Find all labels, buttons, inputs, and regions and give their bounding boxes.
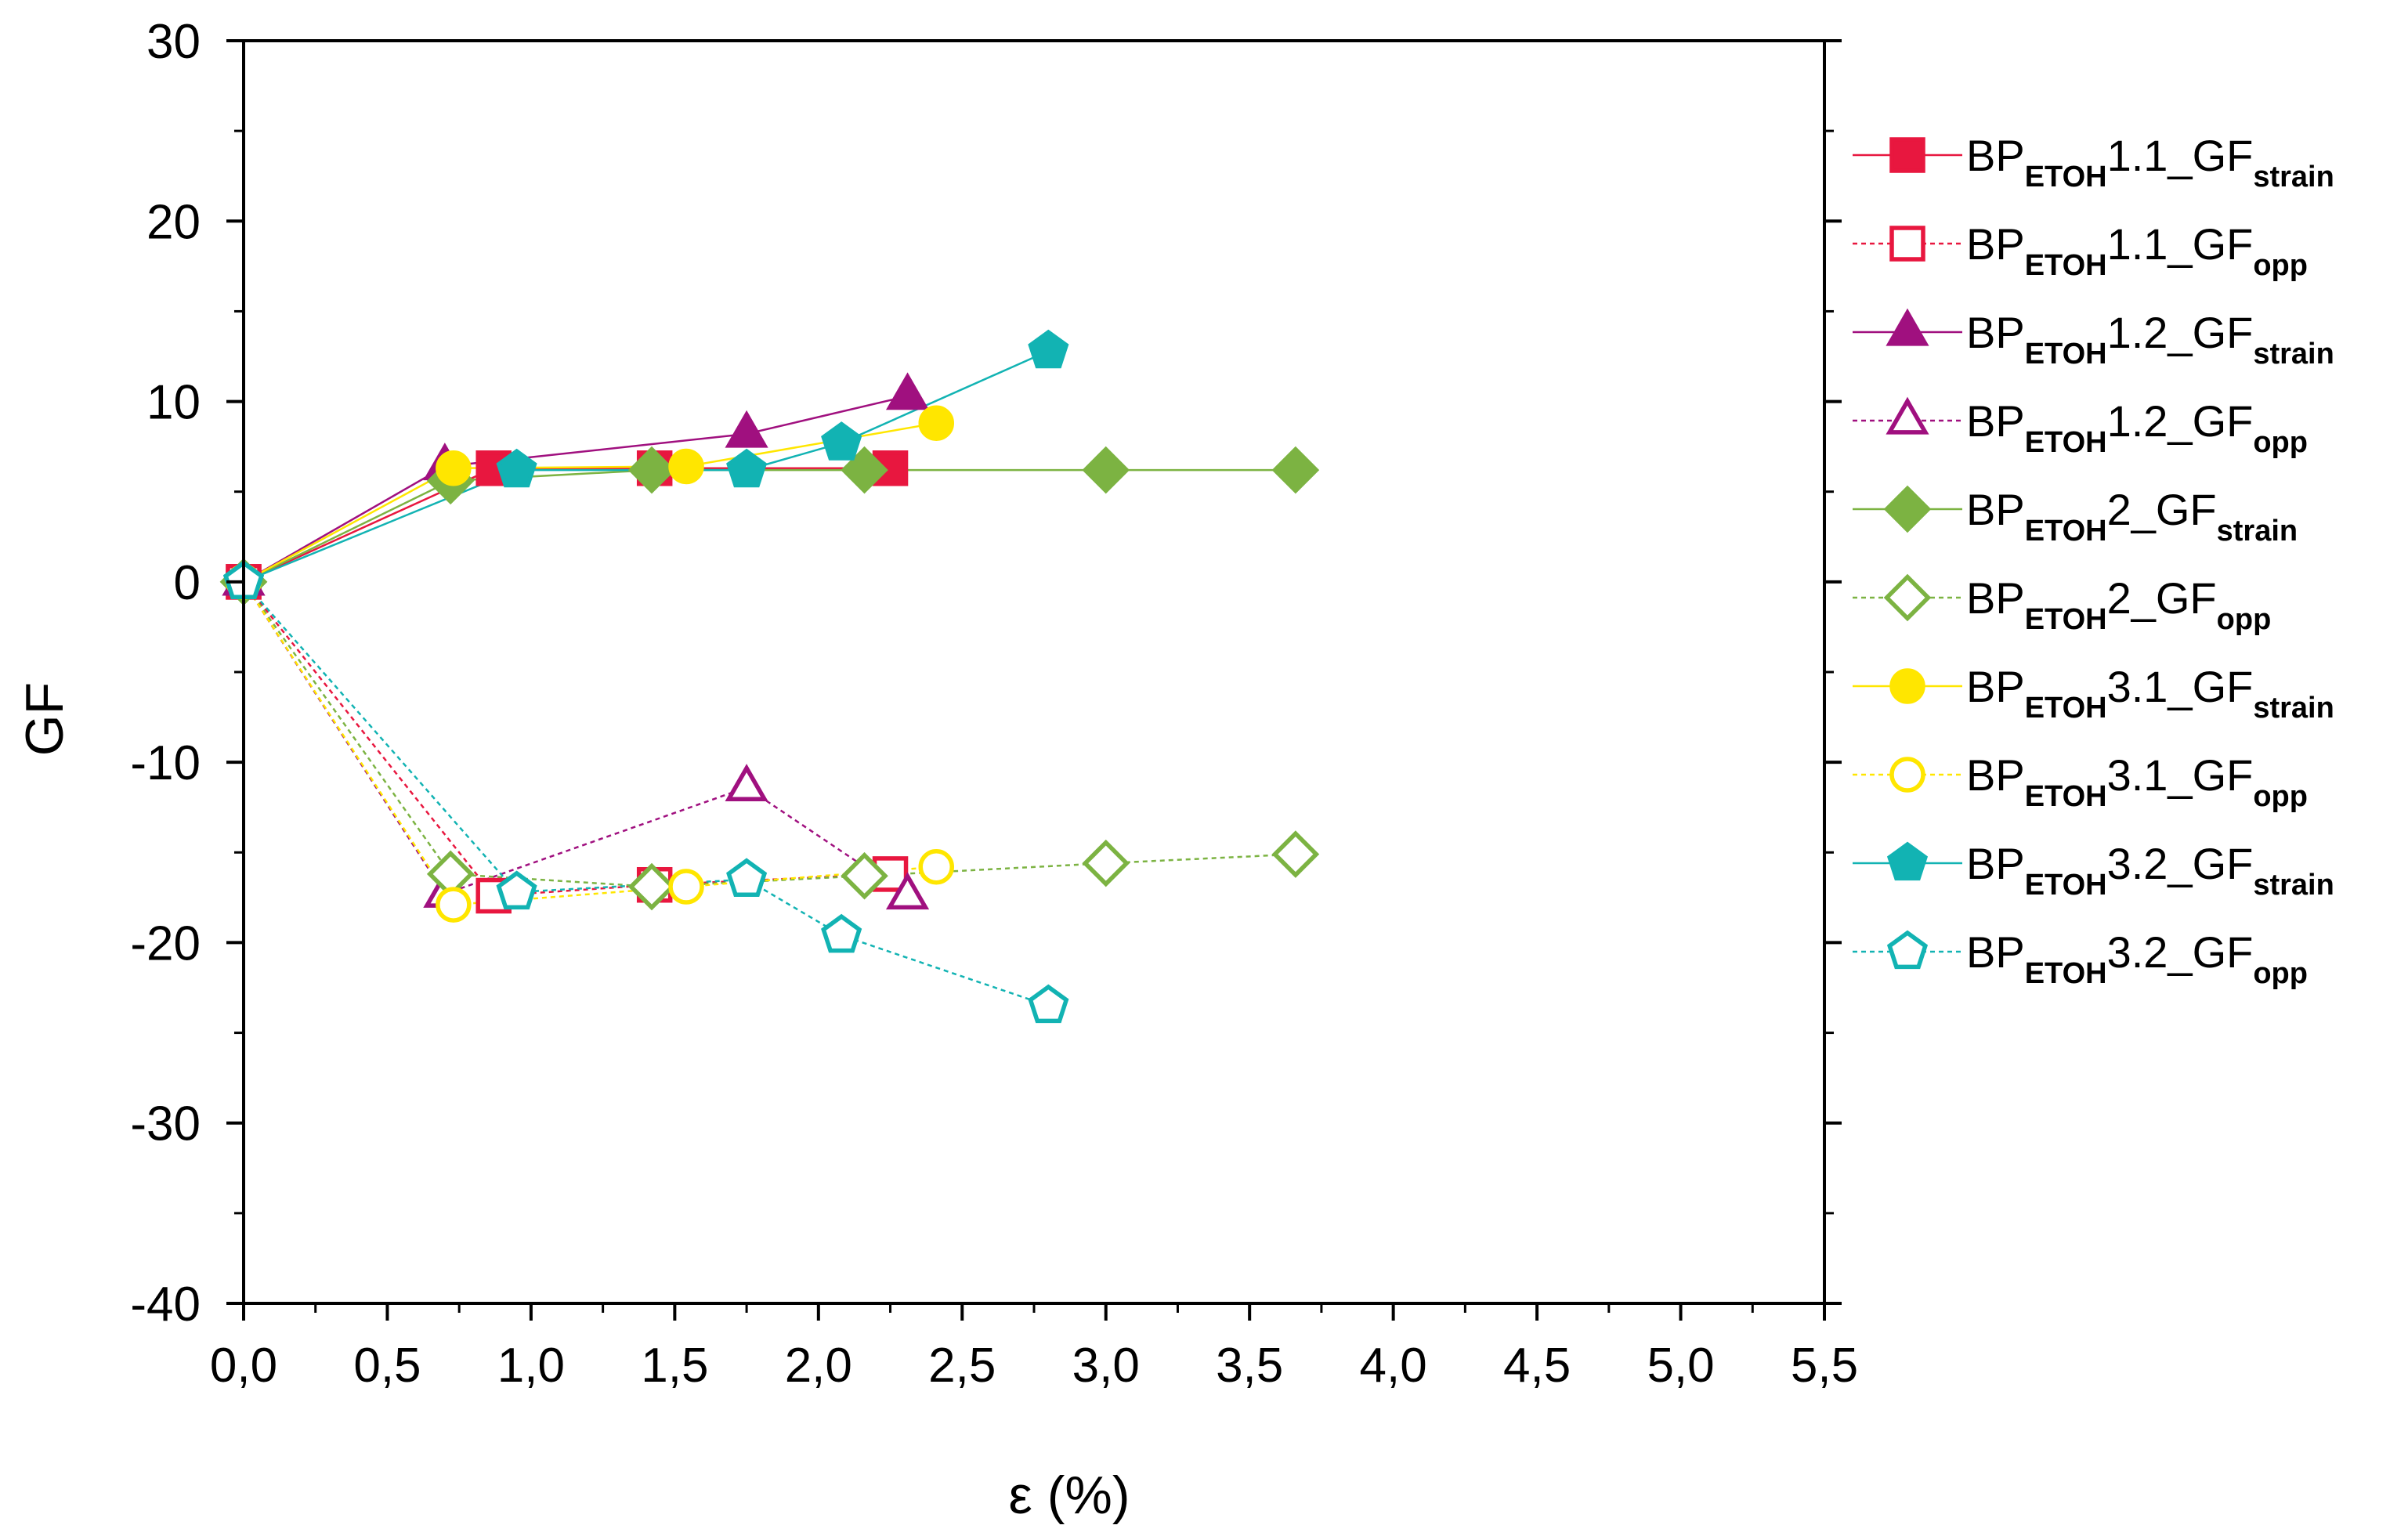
series-line-bp-etoh1-2-gf-strain (243, 395, 908, 583)
data-point-bp-etoh2-gf-strain-4 (1082, 446, 1130, 494)
data-point-bp-etoh2-gf-opp-4 (1082, 839, 1130, 887)
legend-label: BPETOH3.1_GFstrain (1966, 662, 2334, 725)
x-tick-label: 1,5 (641, 1339, 708, 1393)
x-tick-label: 4,5 (1503, 1339, 1571, 1393)
x-tick-label: 0,5 (353, 1339, 421, 1393)
series-line-bp-etoh3-1-gf-opp (242, 581, 937, 906)
data-point-bp-etoh1-2-gf-strain-2 (725, 410, 768, 448)
legend-label: BPETOH3.2_GFstrain (1966, 839, 2334, 902)
legend-label: BPETOH3.2_GFopp (1966, 927, 2308, 990)
data-point-bp-etoh2-gf-opp-2 (627, 862, 676, 911)
x-tick-label: 0,0 (210, 1339, 277, 1393)
data-point-bp-etoh3-2-gf-strain-4 (1028, 329, 1069, 369)
legend-item-bp-etoh3-2-gf-strain: BPETOH3.2_GFstrain (1853, 839, 2334, 902)
y-axis-title: GF (15, 682, 74, 756)
legend-marker (1889, 668, 1925, 704)
data-point-bp-etoh3-1-gf-strain-1 (436, 450, 472, 486)
data-point-bp-etoh3-1-gf-strain-2 (668, 448, 704, 485)
data-point-bp-etoh3-2-gf-opp-4 (1028, 984, 1069, 1024)
legend-label: BPETOH1.2_GFopp (1966, 396, 2308, 459)
data-point-bp-etoh2-gf-opp-3 (841, 851, 888, 900)
legend-item-bp-etoh1-1-gf-strain: BPETOH1.1_GFstrain (1853, 131, 2334, 193)
legend-label: BPETOH2_GFopp (1966, 573, 2271, 636)
data-point-bp-etoh2-gf-strain-3 (841, 446, 888, 494)
legend-label: BPETOH1.2_GFstrain (1966, 308, 2334, 370)
data-point-bp-etoh3-2-gf-strain-1 (496, 448, 537, 488)
y-tick-label: 20 (146, 195, 201, 249)
legend-marker (1883, 573, 1932, 622)
data-point-bp-etoh2-gf-strain-5 (1271, 446, 1320, 494)
axes: 0,0 0,5 1,0 1,5 2,0 2,5 3,0 3,5 4,0 4,5 5,0 5,5 30 20… (15, 15, 1858, 1525)
y-tick-label: -30 (130, 1097, 201, 1151)
legend-marker (1886, 396, 1929, 435)
data-point-bp-etoh3-1-gf-opp-3 (918, 848, 955, 885)
data-point-bp-etoh1-2-gf-strain-3 (885, 372, 930, 410)
y-tick-label: -40 (130, 1278, 201, 1332)
legend: BPETOH1.1_GFstrain BPETOH1.1_GFopp BPETOH1… (1853, 131, 2334, 990)
legend-item-bp-etoh2-gf-strain: BPETOH2_GFstrain (1853, 485, 2298, 548)
x-tick-label: 3,5 (1216, 1339, 1283, 1393)
x-tick-label: 4,0 (1360, 1339, 1427, 1393)
data-point-bp-etoh3-1-gf-opp-1 (436, 887, 472, 923)
x-tick-label: 1,0 (497, 1339, 565, 1393)
legend-marker (1889, 757, 1925, 793)
data-point-bp-etoh3-1-gf-strain-3 (918, 405, 955, 441)
legend-item-bp-etoh3-1-gf-opp: BPETOH3.1_GFopp (1853, 750, 2308, 813)
data-point-bp-etoh3-2-gf-opp-2 (726, 858, 768, 897)
legend-item-bp-etoh2-gf-opp: BPETOH2_GFopp (1853, 573, 2271, 636)
x-tick-label: 5,5 (1791, 1339, 1858, 1393)
legend-label: BPETOH3.1_GFopp (1966, 750, 2308, 813)
data-point-bp-etoh3-1-gf-opp-2 (668, 869, 704, 905)
x-tick-label: 3,0 (1072, 1339, 1140, 1393)
data-point-bp-etoh1-2-gf-opp-2 (725, 764, 768, 802)
legend-marker (1883, 485, 1932, 533)
y-tick-label: -10 (130, 736, 201, 790)
plot-area (219, 329, 1320, 1024)
data-point-bp-etoh3-2-gf-strain-2 (726, 448, 768, 488)
legend-item-bp-etoh1-2-gf-strain: BPETOH1.2_GFstrain (1853, 308, 2334, 370)
data-point-bp-etoh3-2-gf-opp-1 (496, 870, 537, 910)
y-tick-label: 0 (174, 556, 201, 610)
legend-marker (1886, 930, 1929, 970)
series-line-bp-etoh3-1-gf-strain (243, 421, 937, 583)
legend-item-bp-etoh3-2-gf-opp: BPETOH3.2_GFopp (1853, 927, 2308, 990)
data-point-bp-etoh2-gf-strain-2 (627, 446, 676, 494)
x-tick-label: 5,0 (1647, 1339, 1714, 1393)
data-point-bp-etoh1-2-gf-opp-3 (885, 872, 930, 910)
legend-marker (1889, 137, 1925, 173)
legend-item-bp-etoh3-1-gf-strain: BPETOH3.1_GFstrain (1853, 662, 2334, 725)
x-axis-title: ε (%) (1009, 1466, 1130, 1525)
y-tick-label: 30 (146, 15, 201, 69)
legend-label: BPETOH1.1_GFstrain (1966, 131, 2334, 193)
data-point-bp-etoh3-2-gf-opp-3 (821, 913, 862, 953)
legend-item-bp-etoh1-2-gf-opp: BPETOH1.2_GFopp (1853, 396, 2308, 459)
legend-marker (1886, 841, 1929, 881)
y-tick-label: 10 (146, 376, 201, 430)
legend-label: BPETOH1.1_GFopp (1966, 219, 2308, 282)
y-tick-label: -20 (130, 916, 201, 970)
legend-marker (1889, 226, 1925, 262)
legend-item-bp-etoh1-1-gf-opp: BPETOH1.1_GFopp (1853, 219, 2308, 282)
data-point-bp-etoh2-gf-opp-5 (1271, 830, 1320, 878)
series-line-bp-etoh1-1-gf-opp (243, 581, 891, 897)
data-point-bp-etoh3-2-gf-strain-3 (821, 421, 862, 461)
x-tick-label: 2,5 (928, 1339, 996, 1393)
legend-label: BPETOH2_GFstrain (1966, 485, 2298, 548)
legend-marker (1886, 308, 1929, 346)
x-tick-label: 2,0 (785, 1339, 852, 1393)
